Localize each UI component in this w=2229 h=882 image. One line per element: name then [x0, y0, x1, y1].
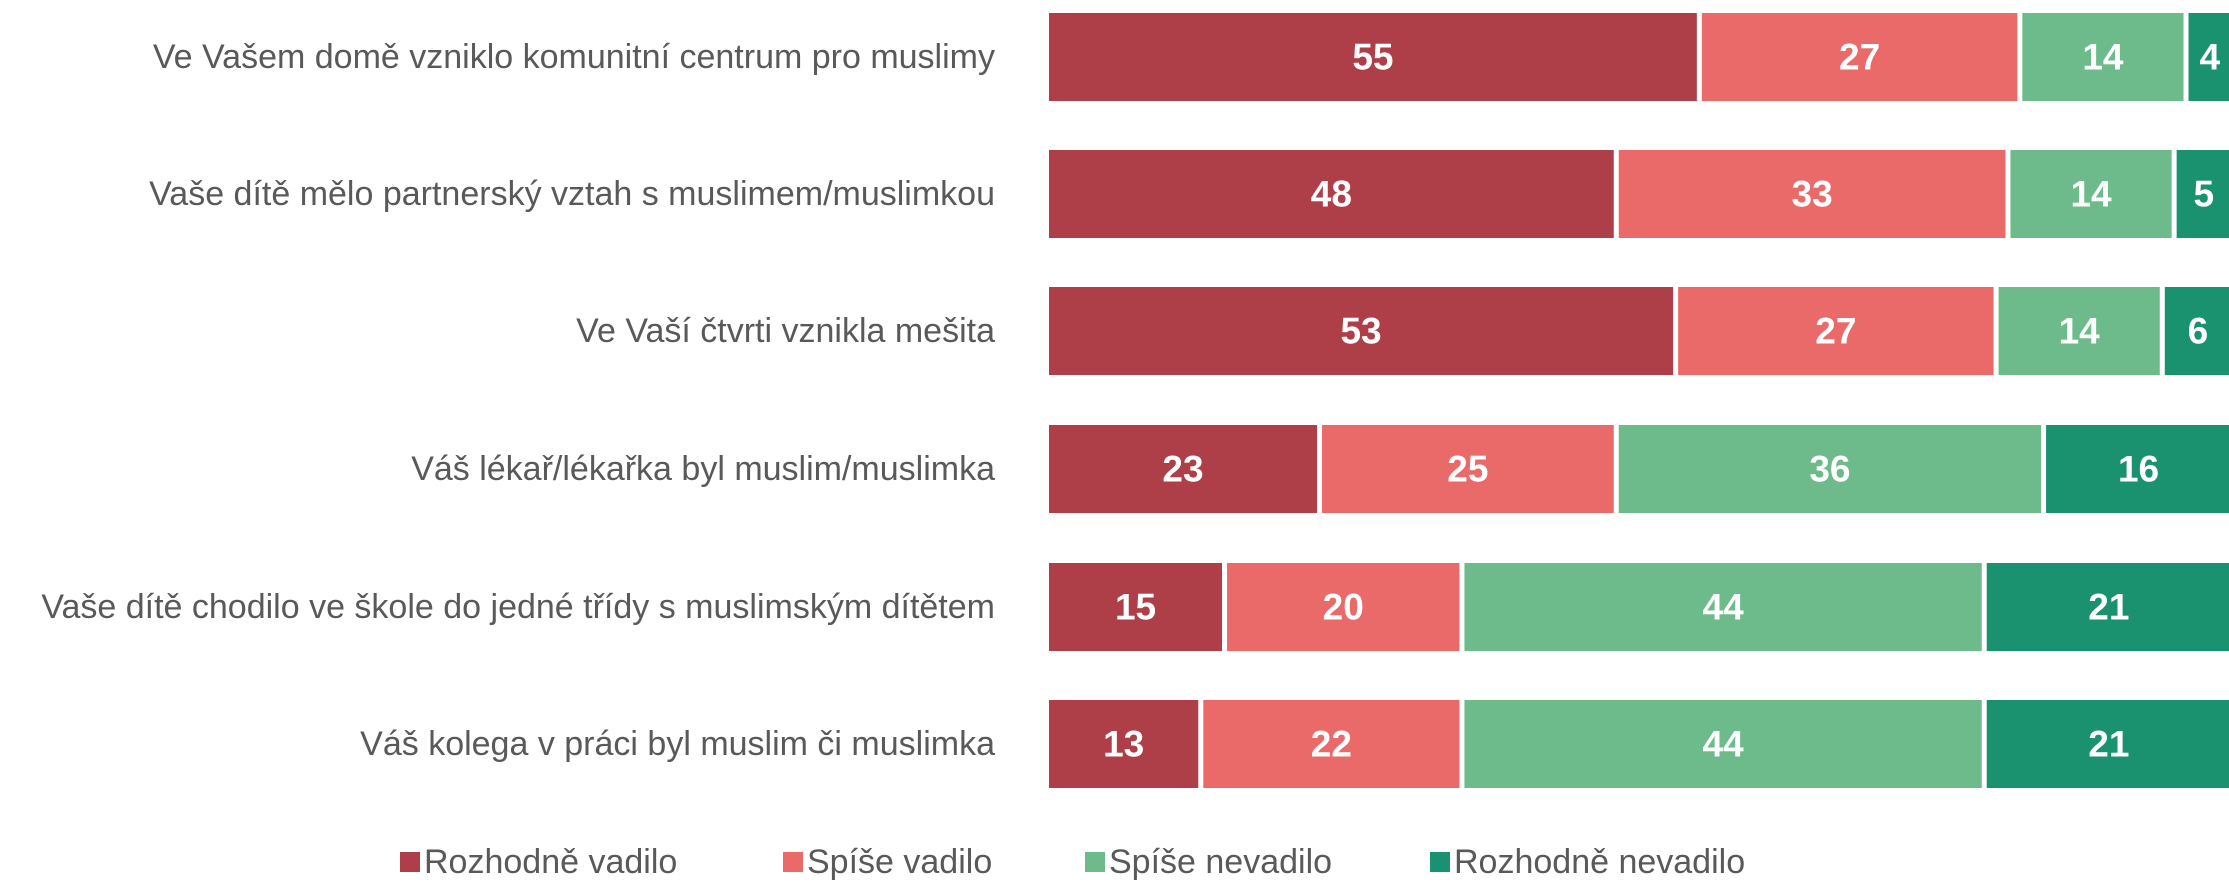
data-label: 21	[2088, 724, 2129, 765]
data-label: 14	[2070, 174, 2112, 215]
bar-segment	[1322, 425, 1614, 513]
bar-segment	[1049, 700, 1199, 788]
data-label: 14	[2059, 311, 2101, 352]
category-label-box: Vaše dítě mělo partnerský vztah s muslim…	[149, 144, 995, 244]
bar-segment	[2046, 425, 2229, 513]
bar-segment	[2010, 150, 2172, 238]
legend-swatch	[400, 852, 420, 872]
bar-segment	[1203, 700, 1460, 788]
data-label: 27	[1815, 311, 1856, 352]
category-label-box: Vaše dítě chodilo ve škole do jedné tříd…	[41, 557, 995, 657]
bar-segment	[2164, 287, 2229, 375]
bar-segment	[1986, 563, 2229, 651]
category-label-box: Ve Vašem domě vzniklo komunitní centrum …	[153, 7, 995, 107]
data-label: 15	[1115, 587, 1156, 628]
legend-label: Spíše vadilo	[807, 843, 992, 881]
bar-segment	[1049, 13, 1697, 101]
bar-segment	[1618, 425, 2042, 513]
data-label: 25	[1447, 449, 1488, 490]
data-label: 44	[1703, 587, 1745, 628]
data-label: 23	[1162, 449, 1203, 490]
data-label: 6	[2188, 311, 2209, 352]
data-label: 55	[1352, 37, 1393, 78]
legend-label: Spíše nevadilo	[1109, 843, 1332, 881]
bar-segment	[1049, 287, 1674, 375]
category-label: Vaše dítě chodilo ve škole do jedné tříd…	[41, 588, 995, 626]
bar-segment	[2176, 150, 2229, 238]
data-label: 36	[1809, 449, 1850, 490]
category-label: Váš lékař/lékařka byl muslim/muslimka	[411, 450, 995, 488]
legend-swatch	[783, 852, 803, 872]
legend-swatch	[1430, 852, 1450, 872]
bar-segment	[1986, 700, 2229, 788]
category-label: Ve Vaší čtvrti vznikla mešita	[576, 312, 995, 350]
bar-segment	[2188, 13, 2229, 101]
data-label: 53	[1340, 311, 1381, 352]
category-label-box: Ve Vaší čtvrti vznikla mešita	[576, 281, 995, 381]
data-label: 44	[1703, 724, 1745, 765]
legend-label: Rozhodně nevadilo	[1454, 843, 1745, 881]
bar-segment	[1227, 563, 1460, 651]
bar-segment	[1464, 563, 1982, 651]
category-label: Ve Vašem domě vzniklo komunitní centrum …	[152, 38, 995, 76]
legend-label: Rozhodně vadilo	[424, 843, 677, 881]
bar-segment	[1049, 150, 1614, 238]
category-label: Váš kolega v práci byl muslim či muslimk…	[360, 725, 995, 763]
data-label: 5	[2194, 174, 2215, 215]
category-label: Vaše dítě mělo partnerský vztah s muslim…	[149, 175, 995, 213]
data-label: 22	[1311, 724, 1352, 765]
bar-segment	[1049, 425, 1318, 513]
bar-segment	[2022, 13, 2184, 101]
bar-segment	[1618, 150, 2006, 238]
data-label: 27	[1839, 37, 1880, 78]
data-label: 4	[2199, 37, 2220, 78]
bar-segment	[1049, 563, 1223, 651]
data-label: 14	[2082, 37, 2124, 78]
legend-swatch	[1085, 852, 1105, 872]
category-label-box: Váš lékař/lékařka byl muslim/muslimka	[411, 419, 995, 519]
data-label: 16	[2118, 449, 2159, 490]
bar-segment	[1678, 287, 1994, 375]
bar-segment	[1998, 287, 2160, 375]
bar-segment	[1701, 13, 2018, 101]
data-label: 21	[2088, 587, 2129, 628]
bar-segment	[1464, 700, 1982, 788]
category-label-box: Váš kolega v práci byl muslim či muslimk…	[360, 694, 995, 794]
data-label: 33	[1792, 174, 1833, 215]
data-label: 48	[1311, 174, 1352, 215]
data-label: 13	[1103, 724, 1144, 765]
data-label: 20	[1323, 587, 1364, 628]
